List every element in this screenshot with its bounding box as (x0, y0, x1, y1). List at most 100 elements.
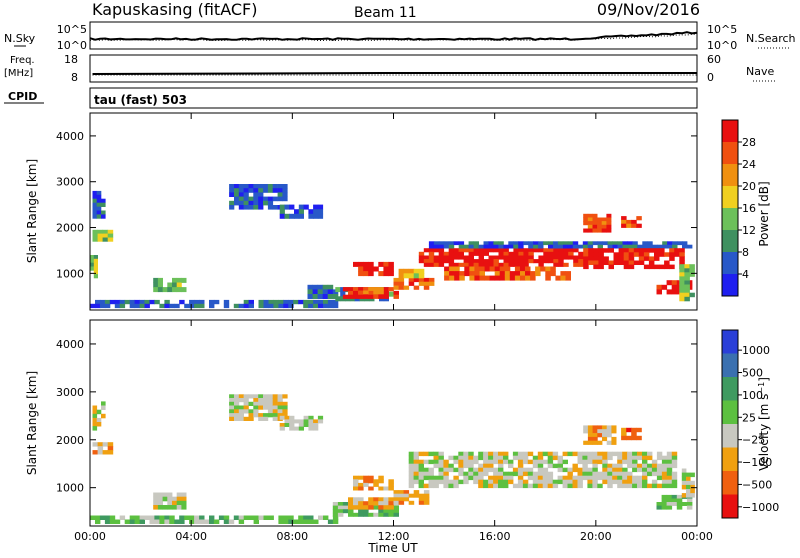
data-cell (618, 252, 625, 257)
data-cell (277, 398, 283, 403)
data-cell (332, 509, 339, 514)
data-cell (238, 188, 244, 193)
data-cell (518, 255, 524, 260)
data-cell (552, 483, 559, 489)
data-cell (433, 262, 440, 267)
colorbar-tick-label: 100 (742, 389, 763, 402)
data-cell (194, 299, 200, 305)
data-cell (468, 255, 474, 260)
data-cell (621, 427, 627, 433)
data-cell (642, 475, 648, 481)
data-cell (443, 463, 449, 469)
data-cell (513, 255, 519, 260)
data-cell (686, 489, 691, 494)
data-cell (403, 497, 410, 502)
data-cell (488, 475, 494, 481)
data-cell (643, 252, 650, 257)
data-cell (453, 262, 460, 267)
data-cell (651, 459, 658, 465)
data-cell (258, 401, 264, 406)
data-cell (282, 192, 288, 197)
data-cell (129, 519, 136, 524)
data-cell (528, 248, 534, 253)
data-cell (493, 471, 499, 477)
data-cell (398, 500, 405, 505)
data-cell (583, 429, 589, 434)
data-cell (278, 519, 284, 524)
data-cell (153, 505, 159, 510)
data-cell (398, 277, 405, 283)
data-cell (308, 299, 314, 305)
data-cell (606, 440, 612, 445)
data-cell (272, 398, 278, 403)
data-cell (340, 287, 346, 293)
data-cell (258, 416, 264, 421)
data-cell (109, 519, 116, 524)
data-cell (393, 509, 399, 514)
data-cell (684, 280, 690, 285)
colorbar-tick-label: 24 (742, 158, 756, 171)
data-cell (172, 282, 178, 288)
data-cell (627, 483, 633, 489)
data-cell (340, 291, 346, 297)
data-cell (517, 483, 524, 489)
data-cell (518, 248, 524, 253)
data-cell (686, 484, 691, 490)
data-cell (90, 266, 95, 271)
data-cell (582, 467, 588, 473)
data-cell (458, 244, 465, 249)
data-cell (199, 515, 205, 520)
data-cell (101, 401, 106, 406)
data-cell (478, 467, 484, 473)
data-cell (393, 493, 399, 498)
data-cell (602, 479, 608, 485)
data-cell (679, 280, 685, 285)
data-cell (267, 188, 274, 193)
data-cell (194, 515, 200, 520)
data-cell (358, 501, 364, 506)
data-cell (154, 515, 160, 520)
data-cell (621, 435, 627, 441)
data-cell (517, 467, 524, 473)
data-cell (690, 493, 695, 498)
data-cell (498, 467, 504, 473)
data-cell (593, 264, 599, 270)
data-cell (413, 451, 419, 457)
data-cell (458, 459, 464, 465)
data-cell (656, 463, 663, 469)
data-cell (592, 217, 598, 222)
data-cell (238, 519, 245, 524)
colorbar-swatch (722, 330, 738, 354)
colorbar-swatch (722, 252, 738, 275)
data-cell (498, 471, 504, 477)
beam-title: Beam 11 (354, 5, 417, 21)
data-cell (229, 401, 235, 406)
data-cell (337, 509, 344, 514)
data-cell (488, 248, 494, 253)
data-cell (654, 248, 660, 253)
data-cell (622, 475, 628, 481)
data-cell (622, 467, 628, 473)
data-cell (114, 519, 121, 524)
data-cell (522, 467, 529, 473)
data-cell (393, 497, 399, 502)
data-cell (512, 483, 519, 489)
data-cell (438, 248, 445, 253)
data-cell (248, 401, 254, 406)
data-cell (681, 480, 687, 486)
data-cell (656, 284, 662, 290)
data-cell (423, 262, 430, 267)
data-cell (583, 252, 589, 257)
data-cell (567, 467, 573, 473)
data-cell (423, 467, 429, 473)
data-cell (622, 244, 628, 249)
data-cell (393, 290, 399, 296)
data-cell (428, 262, 435, 267)
colorbar-tick-label: 8 (742, 246, 749, 259)
data-cell (686, 476, 691, 482)
data-cell (363, 271, 369, 277)
data-cell (459, 275, 465, 281)
data-cell (473, 251, 479, 256)
data-cell (144, 299, 150, 305)
